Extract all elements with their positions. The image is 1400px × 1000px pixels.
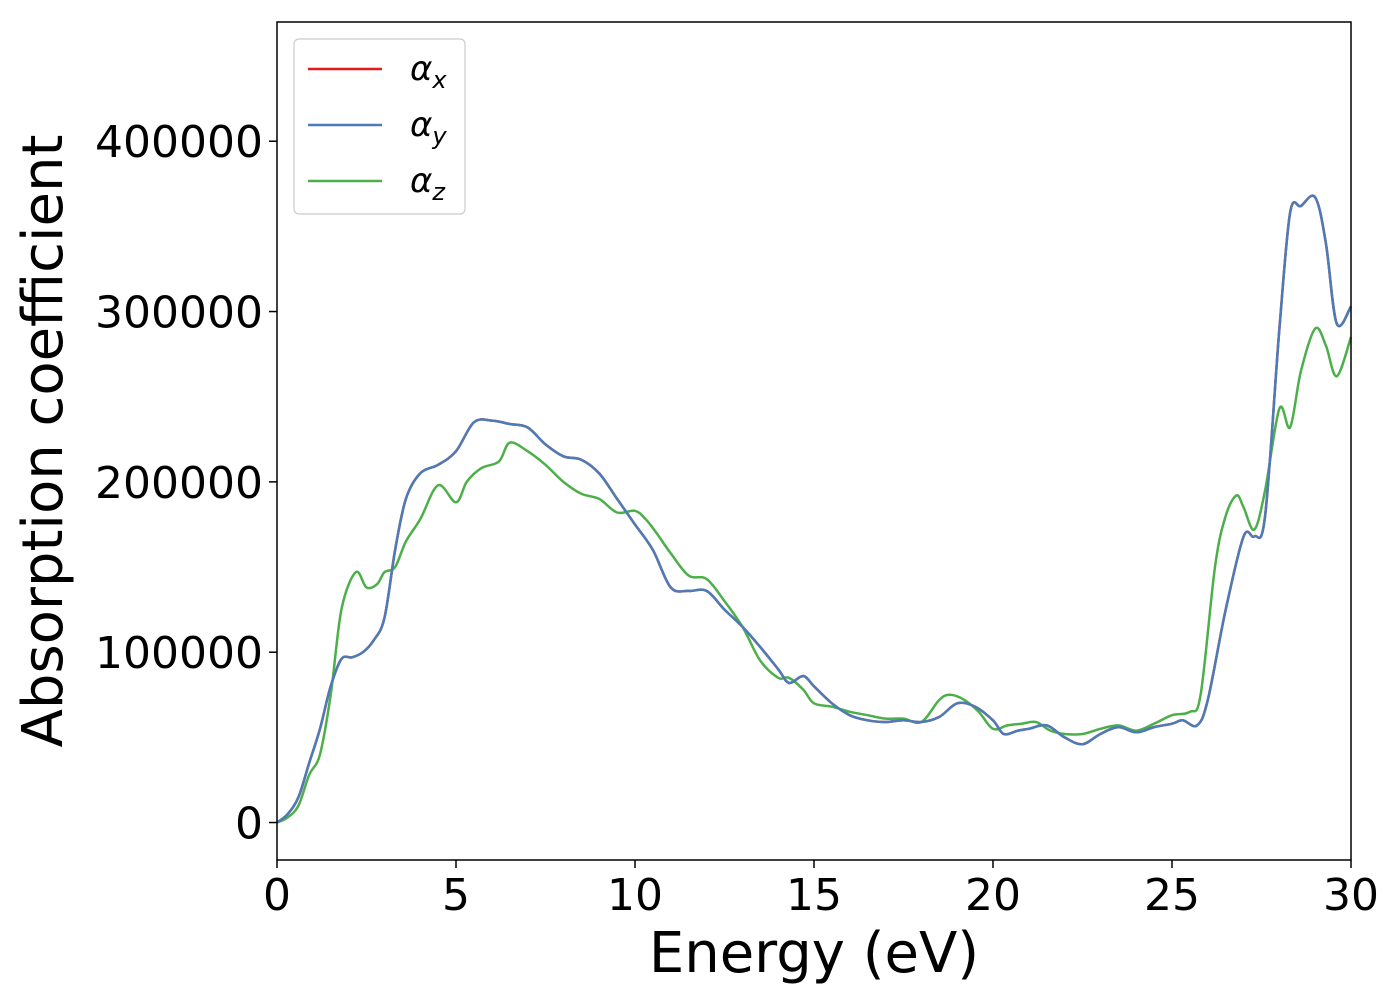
- x-tick-label: 0: [263, 870, 291, 921]
- y-axis-title: Absorption coefficient: [11, 135, 76, 748]
- y-tick-label: 100000: [95, 628, 263, 679]
- y-tick-label: 200000: [95, 458, 263, 509]
- x-axis-ticks: 0 5 10 15 20 25 30: [263, 860, 1379, 921]
- y-tick-label: 300000: [95, 288, 263, 339]
- legend-label-y: αy: [410, 105, 447, 150]
- x-tick-label: 15: [786, 870, 842, 921]
- series-line-y: [276, 194, 1353, 824]
- legend-label-z: αz: [410, 161, 446, 206]
- legend: αx αy αz: [293, 38, 466, 215]
- series-line-z: [276, 326, 1353, 824]
- x-tick-label: 20: [965, 870, 1021, 921]
- x-tick-label: 30: [1323, 870, 1379, 921]
- x-tick-label: 5: [442, 870, 470, 921]
- x-tick-label: 25: [1144, 870, 1200, 921]
- x-axis-title: Energy (eV): [649, 921, 979, 986]
- legend-box: [293, 38, 466, 215]
- legend-label-x: αx: [410, 49, 447, 94]
- y-tick-label: 0: [235, 799, 263, 850]
- x-tick-label: 10: [607, 870, 663, 921]
- y-tick-label: 400000: [95, 117, 263, 168]
- series-layer: [276, 194, 1353, 824]
- y-axis-ticks: 0 100000 200000 300000 400000: [95, 117, 277, 850]
